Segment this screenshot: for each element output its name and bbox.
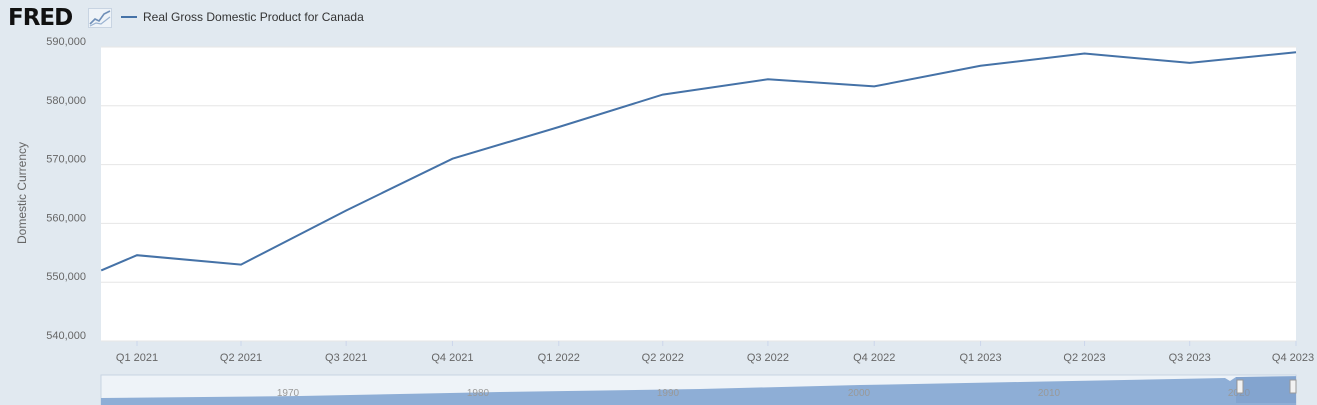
navigator-series-area [101, 376, 1296, 405]
data-point[interactable] [1188, 61, 1192, 65]
data-point[interactable] [135, 253, 139, 257]
y-axis-ticks: 540,000 550,000 560,000 570,000 580,000 590,0… [46, 36, 86, 342]
y-tick-label: 580,000 [46, 95, 86, 107]
y-tick-label: 590,000 [46, 36, 86, 48]
x-tick-label: Q2 2022 [642, 352, 684, 364]
grid-lines [101, 46, 1296, 342]
data-point[interactable] [1294, 50, 1298, 54]
x-tick-label: Q1 2023 [959, 352, 1001, 364]
data-point[interactable] [872, 84, 876, 88]
data-point[interactable] [979, 64, 983, 68]
y-tick-label: 560,000 [46, 212, 86, 224]
navigator-year-label: 1980 [467, 388, 490, 399]
navigator-right-handle[interactable] [1289, 379, 1297, 394]
legend-label: Real Gross Domestic Product for Canada [143, 10, 364, 24]
plot-area [101, 47, 1296, 341]
x-tick-label: Q1 2021 [116, 352, 158, 364]
data-point[interactable] [450, 157, 454, 161]
navigator-year-label: 2010 [1038, 388, 1061, 399]
x-tick-label: Q2 2023 [1063, 352, 1105, 364]
series-line[interactable] [100, 51, 1297, 272]
data-point[interactable] [557, 125, 561, 129]
x-tick-label: Q3 2021 [325, 352, 367, 364]
x-axis-ticks: Q1 2021 Q2 2021 Q3 2021 Q4 2021 Q1 2022 Q2 20… [116, 341, 1314, 364]
data-point[interactable] [661, 93, 665, 97]
data-point[interactable] [239, 263, 243, 267]
chart-header: FRED Real Gross Domestic Product for Can… [0, 0, 1317, 40]
range-navigator[interactable]: 197019801990200020102020 [100, 374, 1297, 405]
navigator-left-handle[interactable] [1236, 379, 1244, 394]
x-tick-label: Q2 2021 [220, 352, 262, 364]
data-point[interactable] [99, 268, 103, 272]
legend-swatch [121, 16, 137, 18]
x-tick-label: Q4 2021 [431, 352, 473, 364]
x-tick-label: Q4 2023 [1272, 352, 1314, 364]
y-tick-label: 550,000 [46, 271, 86, 283]
y-tick-label: 540,000 [46, 330, 86, 342]
y-tick-label: 570,000 [46, 154, 86, 166]
navigator-year-label: 1970 [277, 388, 300, 399]
x-tick-label: Q3 2023 [1169, 352, 1211, 364]
x-tick-label: Q4 2022 [853, 352, 895, 364]
navigator-selection[interactable] [1236, 377, 1296, 403]
x-tick-label: Q3 2022 [747, 352, 789, 364]
data-point[interactable] [766, 77, 770, 81]
x-tick-label: Q1 2022 [538, 352, 580, 364]
line-chart-icon [88, 8, 112, 28]
navigator-year-label: 2000 [848, 388, 871, 399]
data-point[interactable] [1083, 51, 1087, 55]
navigator-year-label: 1990 [657, 388, 680, 399]
data-point[interactable] [344, 208, 348, 212]
fred-logo[interactable]: FRED [8, 5, 73, 31]
chart-legend[interactable]: Real Gross Domestic Product for Canada [121, 10, 364, 24]
